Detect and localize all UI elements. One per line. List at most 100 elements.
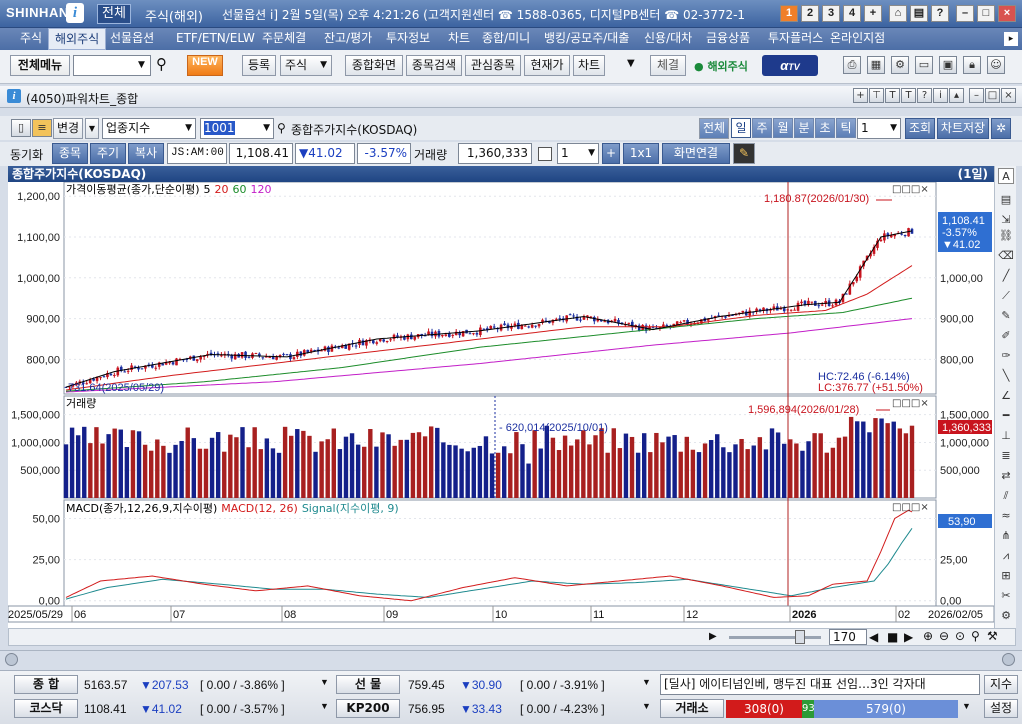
sync-stock-tab[interactable]: 종목 (52, 143, 88, 164)
info-icon[interactable]: i (933, 88, 948, 103)
layout-toggle-icon[interactable]: ▯ (11, 119, 31, 137)
gann-icon[interactable]: ⋔ (1001, 529, 1011, 542)
home-icon[interactable]: ⌂ (889, 5, 907, 22)
print-icon[interactable]: ▤ (910, 5, 928, 22)
settle-button[interactable]: 체결 (650, 55, 686, 76)
table-icon[interactable]: ▤ (1000, 193, 1012, 206)
chevron-down-icon[interactable]: ▼ (320, 701, 329, 711)
period-count-input[interactable]: 1 ▼ (857, 118, 901, 139)
channel-icon[interactable]: ⫽ (1003, 489, 1009, 502)
text-tool-icon[interactable]: A (998, 168, 1014, 184)
horizontal-line-icon[interactable]: ━ (1002, 409, 1010, 422)
cross-icon[interactable]: ⊥ (1001, 429, 1011, 442)
menu-item-9[interactable]: 뱅킹/공모주/대출 (544, 31, 630, 45)
maximize-icon[interactable]: □ (977, 5, 995, 22)
wave-icon[interactable]: ≈ (1001, 509, 1011, 522)
angle-icon[interactable]: ∠ (1001, 389, 1011, 402)
settings-button[interactable]: 설정 (984, 699, 1018, 718)
add-layout-button[interactable]: + (602, 143, 620, 164)
delete-icon[interactable]: ✂ (1001, 589, 1011, 602)
layout-3-button[interactable]: 3 (822, 5, 840, 22)
user-icon[interactable]: ☺ (987, 56, 1005, 74)
menu-item-4[interactable]: 주문체결 (262, 31, 307, 45)
news-ticker[interactable]: [딜사] 에이티넘인베, 맹두진 대표 선임…3인 각자대 (660, 674, 980, 695)
settings-icon[interactable]: ✲ (991, 118, 1011, 139)
link-icon[interactable]: ⛓ (999, 229, 1013, 242)
view-count-input[interactable]: 170 (829, 629, 867, 645)
zoom-reset-icon[interactable]: ⊙ (955, 629, 966, 643)
current-price-button[interactable]: 현재가 (524, 55, 570, 76)
chart-save-button[interactable]: 차트저장 (937, 118, 989, 139)
period-minute-button[interactable]: 분 (794, 118, 814, 138)
search-icon[interactable]: ⚲ (277, 121, 286, 135)
index-button[interactable]: 지수 (984, 675, 1018, 694)
help-icon[interactable]: ? (917, 88, 932, 103)
lookup-button[interactable]: 조회 (905, 118, 935, 139)
layers-icon[interactable]: ▣ (939, 56, 957, 74)
fan-icon[interactable]: ⩘ (1002, 549, 1010, 562)
menu-item-1[interactable]: 해외주식 (48, 28, 107, 50)
cursor-icon[interactable]: ⇲ (1001, 213, 1011, 226)
stop-icon[interactable]: ■ (887, 630, 899, 644)
menu-item-13[interactable]: 온라인지점 (830, 31, 886, 45)
chart-area[interactable]: 800,00 800,00 900,00 900,00 1,000,00 1,000,00… (8, 182, 994, 634)
window-icon[interactable]: ▭ (915, 56, 933, 74)
layout-add-button[interactable]: + (864, 5, 882, 22)
fibonacci-icon[interactable]: ≣ (1001, 449, 1011, 462)
layout-1-button[interactable]: 1 (780, 5, 798, 22)
brush-icon[interactable]: ✑ (1001, 349, 1011, 362)
minimize-icon[interactable]: – (969, 88, 984, 103)
menu-item-0[interactable]: 주식 (20, 31, 43, 45)
copy-tab[interactable]: 복사 (128, 143, 164, 164)
settings-icon[interactable]: ⚙ (1001, 609, 1011, 622)
zoom-slider-thumb[interactable] (795, 630, 805, 644)
zoom-slider[interactable] (729, 636, 821, 639)
chevron-down-icon[interactable]: ▼ (642, 701, 651, 711)
minimize-icon[interactable]: – (956, 5, 974, 22)
register-button[interactable]: 등록 (242, 55, 276, 76)
status-icon[interactable] (1002, 653, 1015, 666)
menu-search-input[interactable] (73, 55, 151, 76)
stock-search-button[interactable]: 종목검색 (406, 55, 462, 76)
menu-item-5[interactable]: 잔고/평가 (324, 31, 373, 45)
period-tick-button[interactable]: 틱 (836, 118, 856, 138)
period-all-button[interactable]: 전체 (699, 118, 729, 139)
marker-icon[interactable]: ✐ (1001, 329, 1011, 342)
period-day-button[interactable]: 일 (731, 118, 751, 138)
scroll-left-icon[interactable]: ▶ (709, 631, 717, 642)
chevron-down-icon[interactable]: ▼ (962, 701, 971, 711)
change-button[interactable]: 변경 (53, 118, 83, 139)
measure-icon[interactable]: ⊞ (1001, 569, 1011, 582)
menu-item-7[interactable]: 차트 (448, 31, 471, 45)
chevron-down-icon[interactable]: ▼ (85, 118, 99, 139)
all-menu-button[interactable]: 전체메뉴 (10, 55, 70, 76)
panel-controls-icon[interactable]: □□□× (892, 398, 929, 409)
stock-type-select[interactable]: 주식 ▼ (280, 55, 332, 76)
line-tool-icon[interactable]: ╱ (1002, 269, 1010, 282)
menu-item-10[interactable]: 신용/대차 (644, 31, 693, 45)
chevron-down-icon[interactable]: ▼ (642, 677, 651, 687)
layout-4-button[interactable]: 4 (843, 5, 861, 22)
help-icon[interactable]: ? (931, 5, 949, 22)
mode-all-button[interactable]: 전체 (97, 4, 131, 24)
maximize-icon[interactable]: □ (985, 88, 1000, 103)
search-icon[interactable]: ⚲ (971, 629, 980, 643)
eraser-icon[interactable]: ⌫ (998, 249, 1014, 262)
next-icon[interactable]: ▶ (904, 630, 914, 644)
menu-expand-icon[interactable]: ▸ (1004, 32, 1018, 46)
index-type-select[interactable]: 업종지수 ▼ (102, 118, 196, 139)
toolbox-icon[interactable]: ≡ (32, 119, 52, 137)
tool-icon[interactable]: ⚒ (987, 629, 998, 643)
trend-icon[interactable]: ⟋ (1002, 289, 1010, 302)
menu-item-3[interactable]: ETF/ETN/ELW (176, 31, 255, 45)
panel-controls-icon[interactable]: □□□× (892, 502, 929, 513)
chart-button[interactable]: 차트 (573, 55, 605, 76)
layout-2-button[interactable]: 2 (801, 5, 819, 22)
pin-icon[interactable]: ⊤ (869, 88, 884, 103)
status-icon[interactable] (5, 653, 18, 666)
panel-controls-icon[interactable]: □□□× (892, 184, 929, 195)
menu-item-2[interactable]: 선물옵션 (110, 31, 155, 45)
chevron-down-icon[interactable]: ▼ (627, 58, 635, 69)
settings-icon[interactable]: ⚙ (891, 56, 909, 74)
arrow-icon[interactable]: ⇄ (1001, 469, 1011, 482)
